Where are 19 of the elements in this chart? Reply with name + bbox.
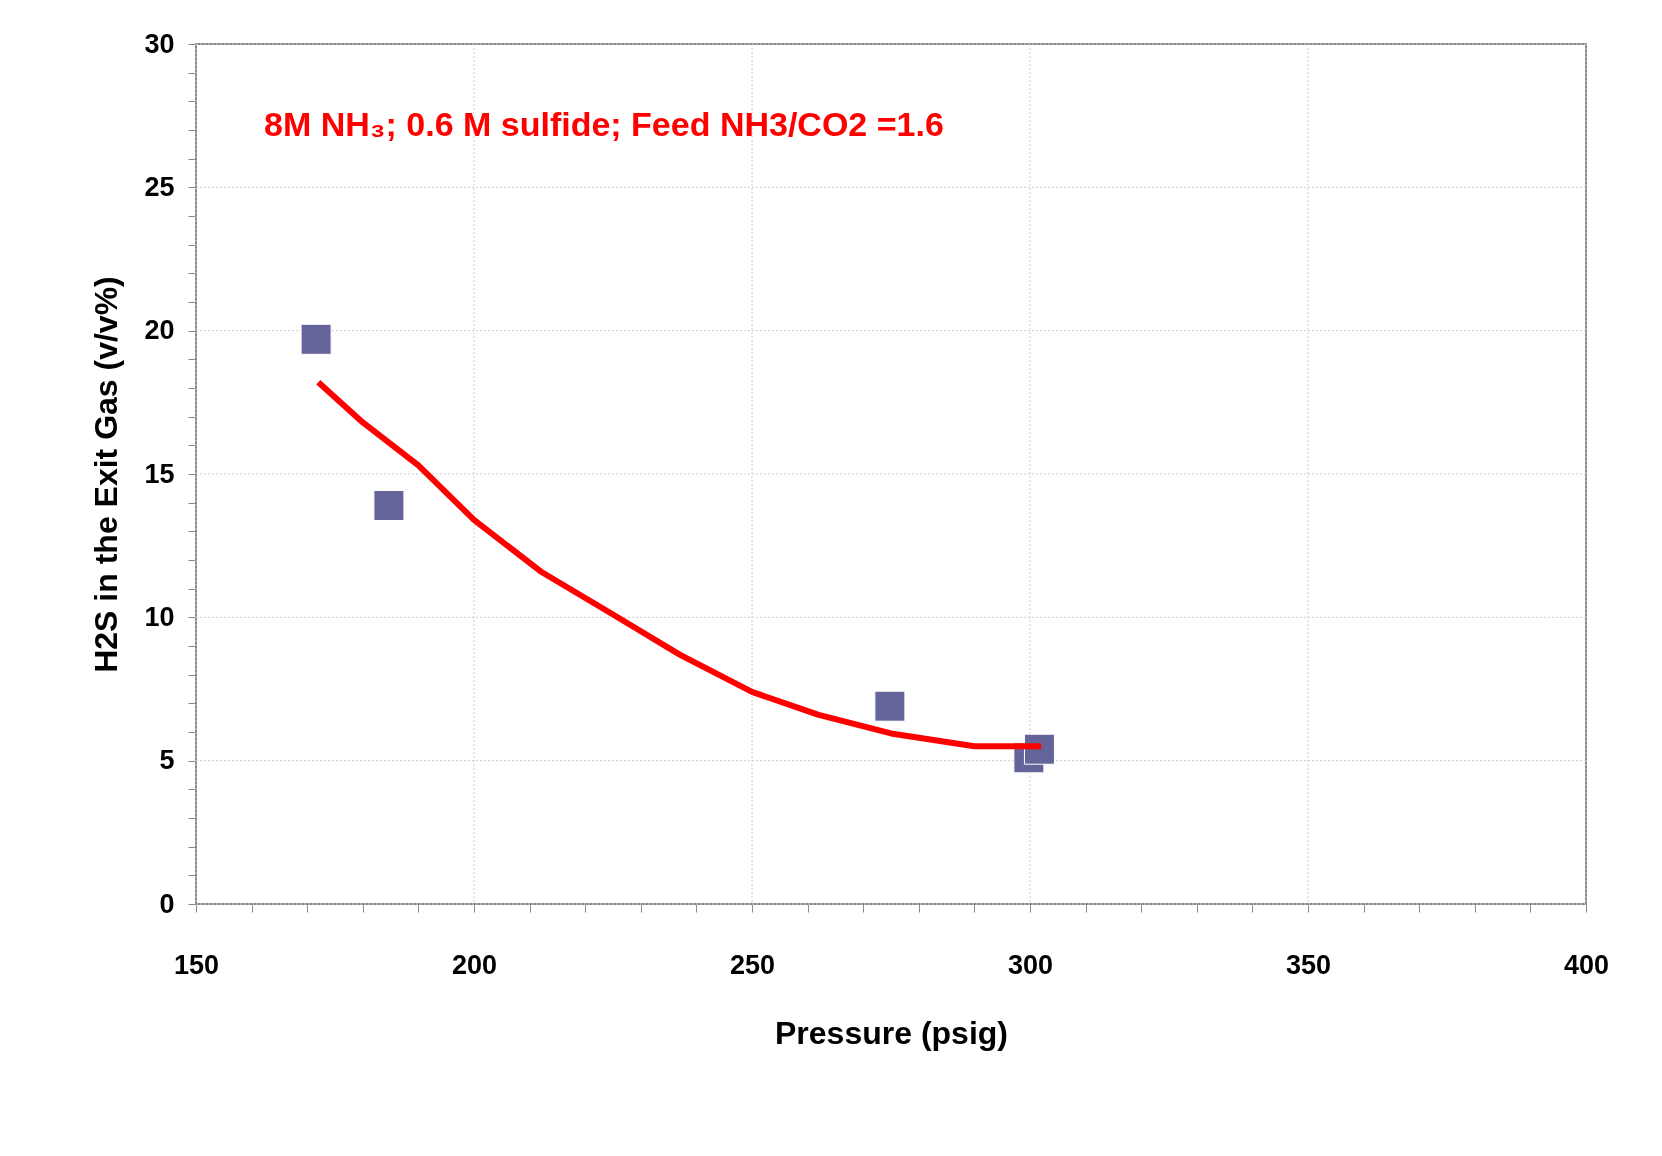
x-tick-label: 200 <box>451 949 498 980</box>
annotation: 8M NH₃; 0.6 M sulfide; Feed NH3/CO2 =1.6 <box>264 105 944 143</box>
point <box>300 323 332 355</box>
y-tick-label: 20 <box>144 315 175 346</box>
x-axis-title: Pressure (psig) <box>775 1014 1008 1051</box>
point <box>373 490 405 522</box>
y-axis-title: H2S in the Exit Gas (v/v%) <box>88 276 125 673</box>
x-tick-label: 250 <box>729 949 776 980</box>
point <box>874 690 906 722</box>
y-tick-label: 0 <box>159 888 175 919</box>
x-tick-label: 150 <box>173 949 220 980</box>
x-tick-label: 300 <box>1007 949 1054 980</box>
y-tick-label: 25 <box>144 171 175 202</box>
x-tick-label: 400 <box>1563 949 1610 980</box>
y-tick-label: 15 <box>144 458 175 489</box>
x-tick-label: 350 <box>1285 949 1332 980</box>
y-tick-label: 5 <box>159 745 175 776</box>
y-tick-label: 10 <box>144 601 175 632</box>
y-tick-label: 30 <box>144 28 175 59</box>
